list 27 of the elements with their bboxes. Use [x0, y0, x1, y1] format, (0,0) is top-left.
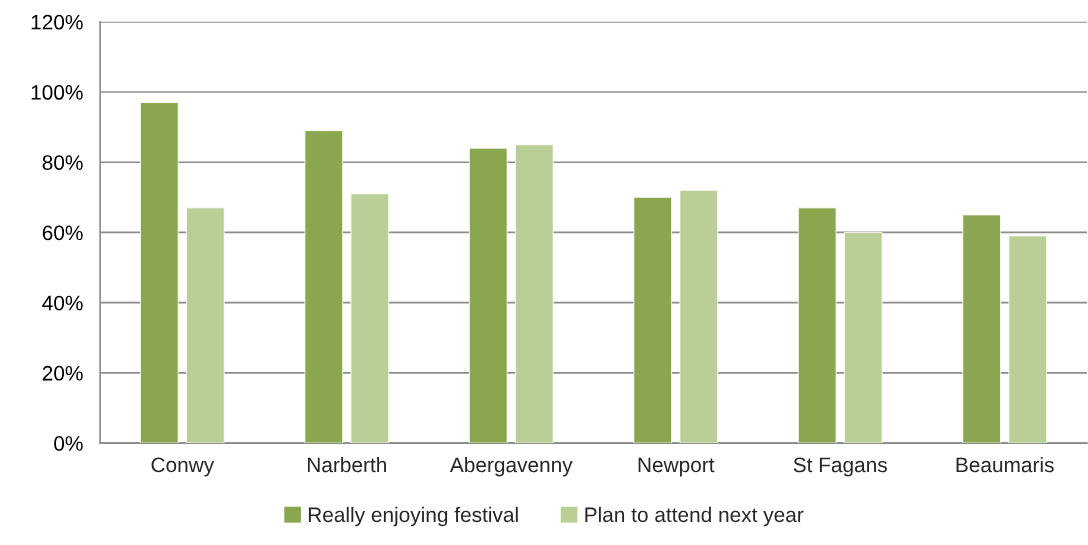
y-tick-label: 80%: [42, 155, 83, 170]
x-tick-label: Narberth: [307, 456, 386, 473]
bar: [468, 147, 508, 444]
y-tick-label: 40%: [42, 295, 83, 311]
legend-label: Plan to attend next year: [585, 506, 804, 527]
bar: [304, 130, 344, 444]
legend-label: Really enjoying festival: [308, 506, 518, 527]
x-tick-label: Abergavenny: [449, 456, 573, 477]
bar: [843, 232, 883, 444]
bar: [1008, 235, 1047, 444]
x-tick-label: Conwy: [151, 457, 215, 477]
y-tick-label: 20%: [42, 365, 83, 381]
bar: [633, 196, 673, 444]
bar: [679, 189, 719, 444]
bar: [186, 207, 225, 444]
y-tick-label: 100%: [31, 85, 83, 100]
bar: [962, 214, 1001, 444]
y-tick-label: 60%: [42, 225, 83, 241]
y-tick-label: 0%: [54, 436, 83, 451]
bar: [514, 144, 554, 444]
x-tick-label: Newport: [638, 457, 715, 477]
bar: [350, 193, 390, 444]
x-tick-label: Beaumaris: [956, 456, 1054, 473]
y-tick-label: 120%: [31, 14, 83, 30]
bar: [140, 102, 179, 444]
x-tick-label: St Fagans: [793, 457, 887, 477]
bar: [797, 207, 837, 444]
